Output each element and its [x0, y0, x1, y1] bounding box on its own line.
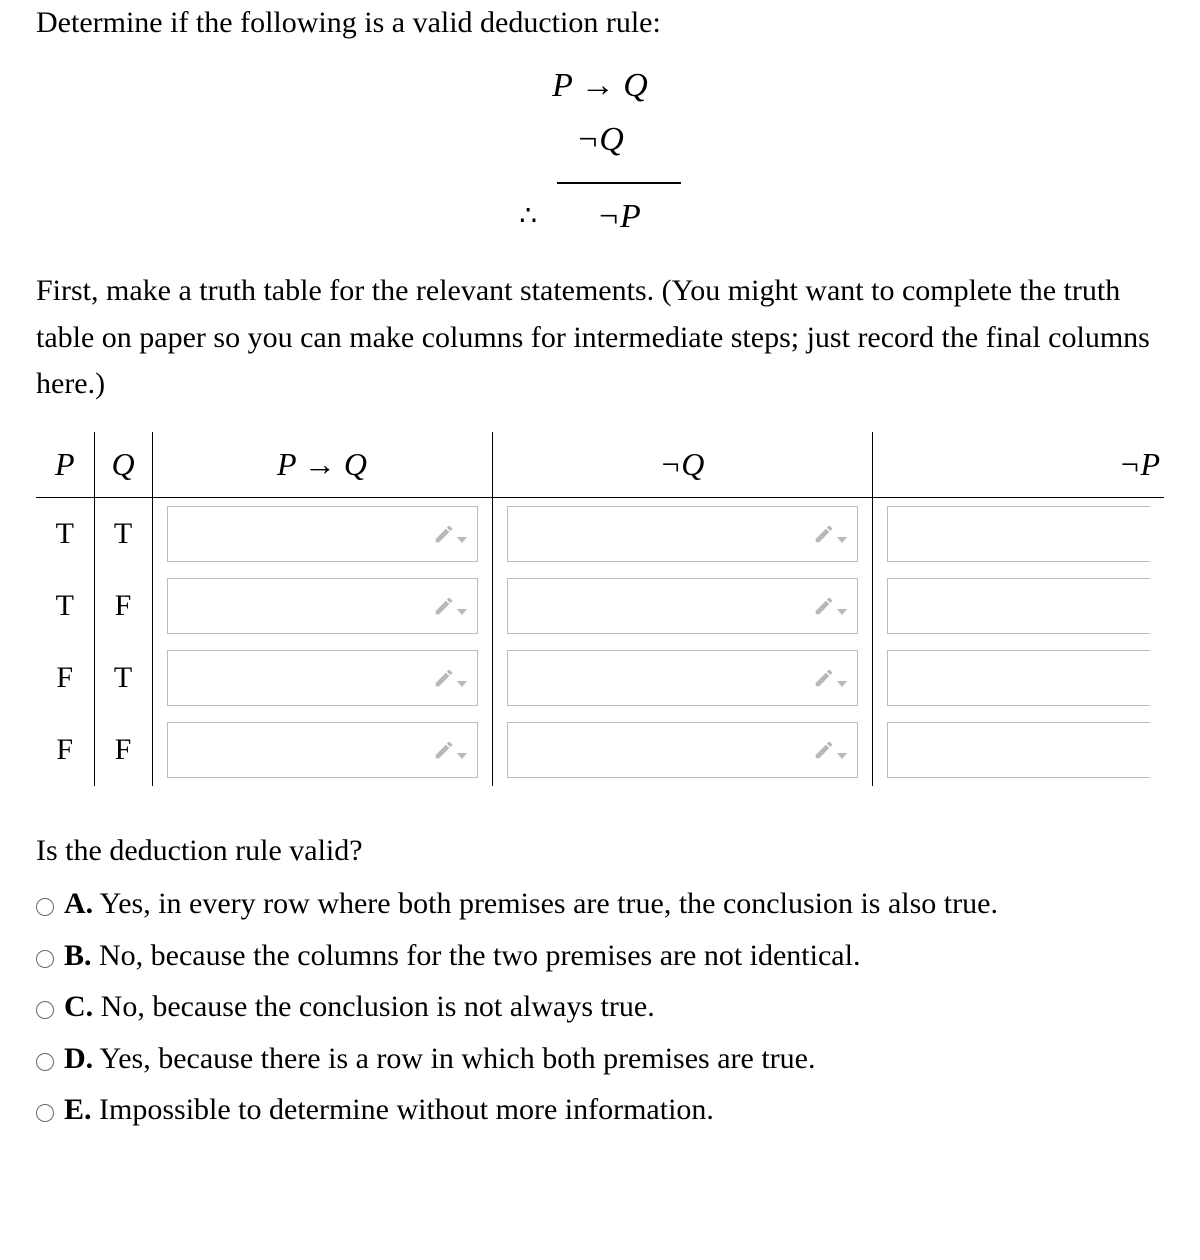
therefore-symbol: ∴: [519, 201, 537, 232]
input-p-implies-q-row3[interactable]: [167, 650, 478, 706]
input-not-q-row2[interactable]: [507, 578, 858, 634]
pencil-icon: [433, 667, 467, 689]
table-row: F F: [36, 714, 1164, 786]
radio-icon: [36, 1053, 54, 1071]
premise-1: P → Q: [36, 59, 1164, 113]
choice-label: C. No, because the conclusion is not alw…: [64, 982, 655, 1032]
table-row: T F: [36, 570, 1164, 642]
input-not-p-row1[interactable]: [887, 506, 1151, 562]
choice-label: B. No, because the columns for the two p…: [64, 931, 860, 981]
radio-icon: [36, 1001, 54, 1019]
chevron-down-icon: [457, 681, 467, 687]
input-not-p-row2[interactable]: [887, 578, 1151, 634]
truth-table: P Q P → Q ¬Q ¬P T T: [36, 432, 1164, 786]
choice-a[interactable]: A. Yes, in every row where both premises…: [36, 879, 1164, 929]
input-not-p-row3[interactable]: [887, 650, 1151, 706]
pencil-icon: [813, 595, 847, 617]
conclusion: ¬P: [557, 182, 681, 244]
cell-q: F: [94, 714, 152, 786]
cell-p: T: [36, 570, 94, 642]
radio-icon: [36, 950, 54, 968]
chevron-down-icon: [837, 753, 847, 759]
input-not-q-row1[interactable]: [507, 506, 858, 562]
input-p-implies-q-row4[interactable]: [167, 722, 478, 778]
choice-label: A. Yes, in every row where both premises…: [64, 879, 998, 929]
pencil-icon: [433, 523, 467, 545]
instructions-text: First, make a truth table for the releva…: [36, 268, 1164, 408]
input-not-p-row4[interactable]: [887, 722, 1151, 778]
choice-e[interactable]: E. Impossible to determine without more …: [36, 1085, 1164, 1135]
header-p-implies-q: P → Q: [152, 432, 492, 498]
choice-label: D. Yes, because there is a row in which …: [64, 1034, 815, 1084]
table-row: T T: [36, 497, 1164, 570]
cell-q: F: [94, 570, 152, 642]
pencil-icon: [433, 739, 467, 761]
table-row: F T: [36, 642, 1164, 714]
cell-q: T: [94, 497, 152, 570]
chevron-down-icon: [837, 609, 847, 615]
cell-p: F: [36, 714, 94, 786]
radio-icon: [36, 898, 54, 916]
premise-2: ¬Q: [36, 113, 1164, 167]
choice-b[interactable]: B. No, because the columns for the two p…: [36, 931, 1164, 981]
pencil-icon: [433, 595, 467, 617]
pencil-icon: [813, 523, 847, 545]
conclusion-line: ∴ ¬P: [519, 174, 681, 244]
input-p-implies-q-row1[interactable]: [167, 506, 478, 562]
header-q: Q: [94, 432, 152, 498]
input-not-q-row4[interactable]: [507, 722, 858, 778]
chevron-down-icon: [457, 753, 467, 759]
cell-p: F: [36, 642, 94, 714]
deduction-rule: P → Q ¬Q ∴ ¬P: [36, 59, 1164, 244]
chevron-down-icon: [457, 609, 467, 615]
choice-c[interactable]: C. No, because the conclusion is not alw…: [36, 982, 1164, 1032]
chevron-down-icon: [457, 537, 467, 543]
input-not-q-row3[interactable]: [507, 650, 858, 706]
radio-icon: [36, 1104, 54, 1122]
input-p-implies-q-row2[interactable]: [167, 578, 478, 634]
pencil-icon: [813, 739, 847, 761]
choice-d[interactable]: D. Yes, because there is a row in which …: [36, 1034, 1164, 1084]
chevron-down-icon: [837, 681, 847, 687]
header-not-q: ¬Q: [492, 432, 872, 498]
header-not-p: ¬P: [872, 432, 1164, 498]
cell-p: T: [36, 497, 94, 570]
chevron-down-icon: [837, 537, 847, 543]
choice-label: E. Impossible to determine without more …: [64, 1085, 714, 1135]
header-p: P: [36, 432, 94, 498]
validity-question: Is the deduction rule valid?: [36, 826, 1164, 876]
prompt-text: Determine if the following is a valid de…: [36, 0, 1164, 45]
cell-q: T: [94, 642, 152, 714]
pencil-icon: [813, 667, 847, 689]
answer-choices: A. Yes, in every row where both premises…: [36, 879, 1164, 1135]
